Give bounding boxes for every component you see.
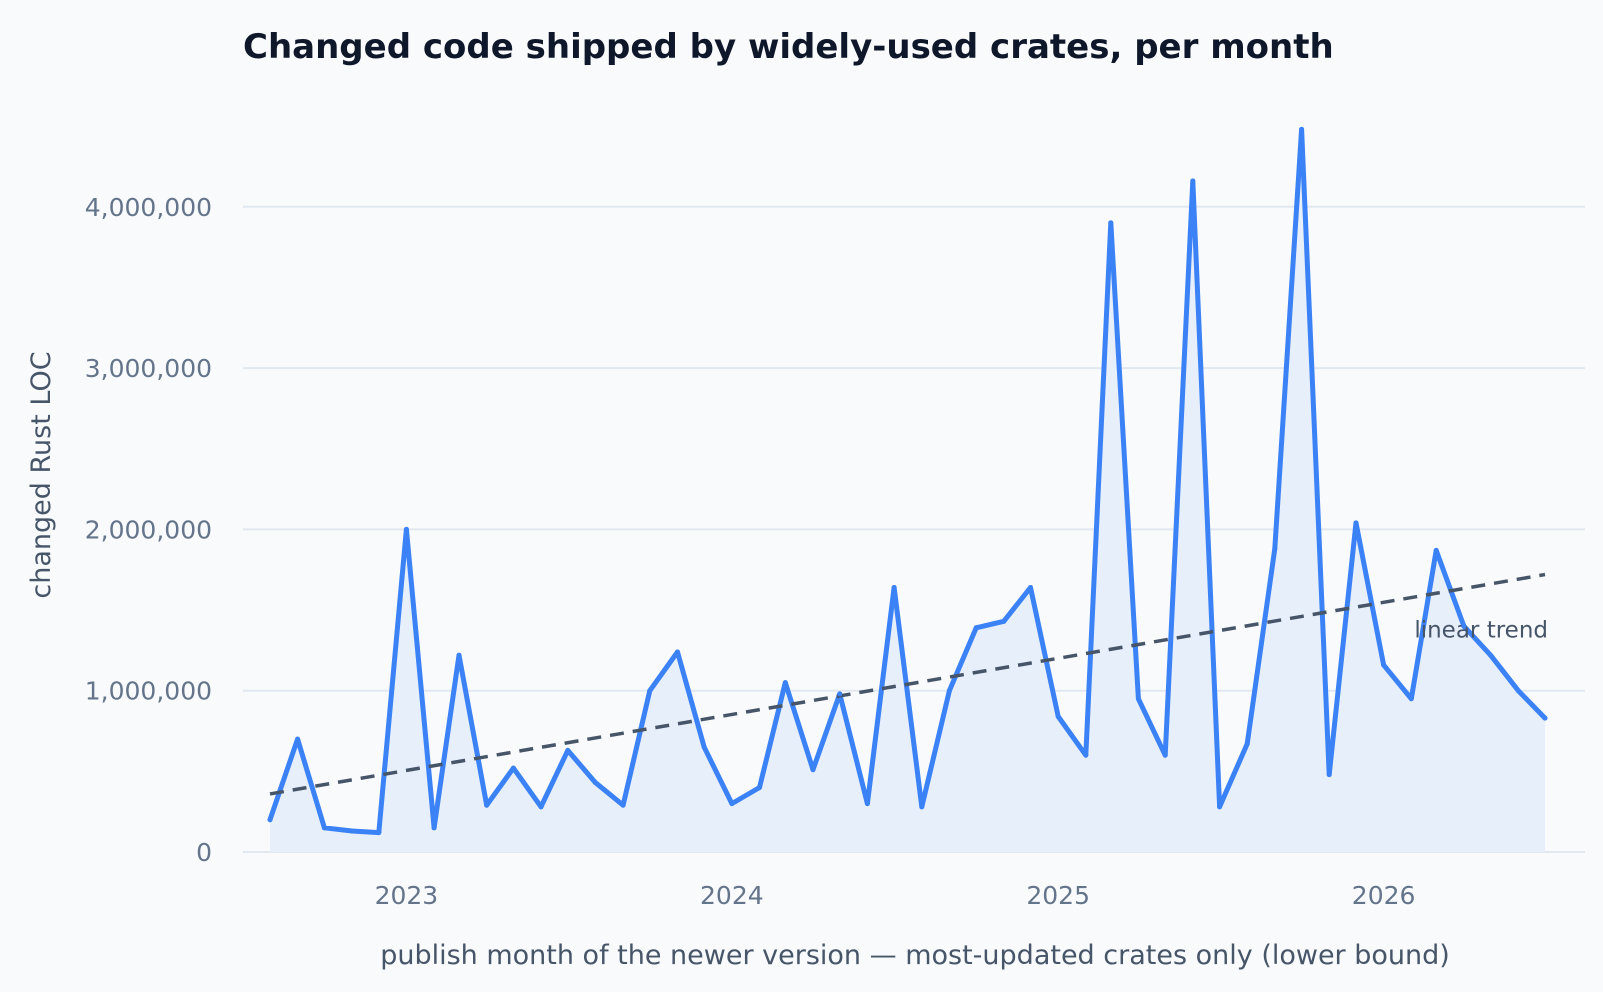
y-tick-label: 1,000,000 bbox=[85, 677, 212, 706]
data-points bbox=[267, 126, 1548, 836]
x-tick-label: 2026 bbox=[1352, 881, 1416, 910]
y-tick-label: 2,000,000 bbox=[85, 515, 212, 544]
y-axis-label: changed Rust LOC bbox=[26, 351, 57, 598]
data-point bbox=[973, 625, 979, 631]
data-point bbox=[1083, 752, 1089, 758]
data-point bbox=[321, 825, 327, 831]
data-point bbox=[1353, 520, 1359, 526]
data-point bbox=[1001, 618, 1007, 624]
data-point bbox=[946, 688, 952, 694]
data-point bbox=[729, 801, 735, 807]
y-tick-labels: 0 1,000,000 2,000,000 3,000,000 4,000,000 bbox=[85, 193, 212, 867]
trend-line bbox=[269, 572, 1546, 796]
data-point bbox=[1108, 220, 1114, 226]
trend-label: linear trend bbox=[1414, 618, 1548, 644]
data-point bbox=[756, 784, 762, 790]
data-point bbox=[810, 767, 816, 773]
data-point bbox=[592, 780, 598, 786]
data-point bbox=[1408, 696, 1414, 702]
data-point bbox=[431, 825, 437, 831]
data-point bbox=[484, 802, 490, 808]
data-point bbox=[864, 801, 870, 807]
x-axis-label: publish month of the newer version — mos… bbox=[380, 940, 1450, 971]
chart-title: Changed code shipped by widely-used crat… bbox=[243, 27, 1334, 67]
area-fill bbox=[270, 129, 1545, 852]
data-point bbox=[1217, 804, 1223, 810]
x-tick-label: 2025 bbox=[1026, 881, 1090, 910]
data-point bbox=[267, 817, 273, 823]
data-point bbox=[1299, 126, 1305, 132]
data-point bbox=[349, 828, 355, 834]
data-point bbox=[1190, 178, 1196, 184]
data-point bbox=[565, 747, 571, 753]
data-point bbox=[295, 736, 301, 742]
data-point bbox=[1055, 714, 1061, 720]
data-point bbox=[891, 584, 897, 590]
data-point bbox=[674, 649, 680, 655]
data-point bbox=[647, 688, 653, 694]
data-point bbox=[510, 765, 516, 771]
data-point bbox=[456, 652, 462, 658]
series-line bbox=[267, 126, 1548, 836]
data-point bbox=[919, 804, 925, 810]
data-point bbox=[1461, 623, 1467, 629]
data-point bbox=[701, 744, 707, 750]
x-tick-label: 2024 bbox=[700, 881, 764, 910]
y-tick-label: 0 bbox=[196, 838, 212, 867]
data-point bbox=[1542, 715, 1548, 721]
data-point bbox=[1381, 662, 1387, 668]
y-tick-label: 4,000,000 bbox=[85, 193, 212, 222]
data-point bbox=[1272, 546, 1278, 552]
data-point bbox=[1433, 547, 1439, 553]
data-point bbox=[1488, 652, 1494, 658]
x-tick-labels: 2023 2024 2025 2026 bbox=[375, 881, 1416, 910]
data-point bbox=[1326, 772, 1332, 778]
data-point bbox=[1135, 696, 1141, 702]
y-tick-label: 3,000,000 bbox=[85, 354, 212, 383]
data-point bbox=[403, 526, 409, 532]
data-point bbox=[620, 802, 626, 808]
data-point bbox=[538, 804, 544, 810]
data-point bbox=[837, 691, 843, 697]
data-point bbox=[376, 830, 382, 836]
data-point bbox=[1515, 688, 1521, 694]
data-point bbox=[1162, 752, 1168, 758]
x-tick-label: 2023 bbox=[375, 881, 439, 910]
data-point bbox=[1028, 584, 1034, 590]
data-point bbox=[782, 680, 788, 686]
data-point bbox=[1244, 741, 1250, 747]
